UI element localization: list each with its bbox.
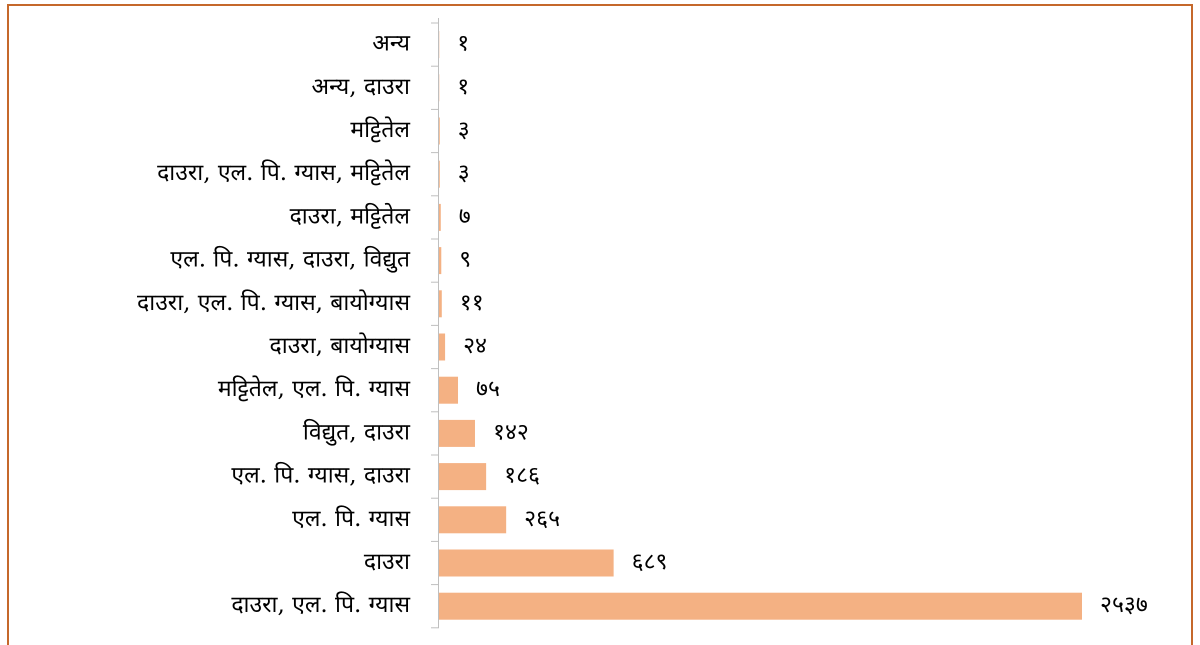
- category-label: मट्टितेल, एल. पि. ग्यास: [218, 375, 411, 402]
- category-label: मट्टितेल: [350, 116, 410, 143]
- category-label: एल. पि. ग्यास: [292, 505, 410, 532]
- category-label: दाउरा, एल. पि. ग्यास, मट्टितेल: [157, 159, 410, 186]
- category-label: विद्युत, दाउरा: [303, 418, 411, 446]
- value-label: १४२: [493, 419, 529, 445]
- value-label: ६८९: [632, 549, 668, 575]
- category-label: एल. पि. ग्यास, दाउरा: [231, 462, 411, 489]
- value-label: १८६: [504, 463, 540, 489]
- bar: [439, 506, 507, 534]
- category-label: अन्य: [372, 31, 410, 57]
- bar: [439, 117, 440, 145]
- value-label: ११: [460, 290, 484, 316]
- category-label: दाउरा, बायोग्यास: [270, 332, 411, 359]
- value-label: २६५: [524, 506, 560, 532]
- border: [7, 4, 1193, 645]
- value-label: ७५: [476, 376, 500, 402]
- bar: [439, 463, 487, 491]
- category-label: दाउरा, मट्टितेल: [290, 202, 411, 229]
- value-label: १: [457, 74, 469, 100]
- bar: [439, 203, 441, 231]
- value-label: २४: [463, 333, 487, 359]
- bar: [439, 333, 446, 361]
- value-label: २५३७: [1100, 592, 1148, 618]
- category-label: दाउरा, एल. पि. ग्यास, बायोग्यास: [137, 289, 410, 316]
- category-label: दाउरा, एल. पि. ग्यास: [231, 591, 410, 618]
- bar: [439, 419, 475, 447]
- bar: [439, 290, 442, 318]
- bar: [439, 376, 459, 404]
- bar: [439, 592, 1082, 620]
- value-label: ३: [458, 160, 470, 186]
- bar: [439, 160, 440, 188]
- bar: [439, 549, 614, 577]
- value-label: ९: [459, 247, 471, 273]
- category-label: एल. पि. ग्यास, दाउरा, विद्युत: [170, 246, 411, 274]
- category-label: अन्य, दाउरा: [312, 74, 412, 100]
- category-label: दाउरा: [364, 549, 411, 575]
- value-label: ३: [458, 117, 470, 143]
- value-label: १: [457, 31, 469, 57]
- bar: [439, 247, 442, 275]
- value-label: ७: [459, 203, 471, 229]
